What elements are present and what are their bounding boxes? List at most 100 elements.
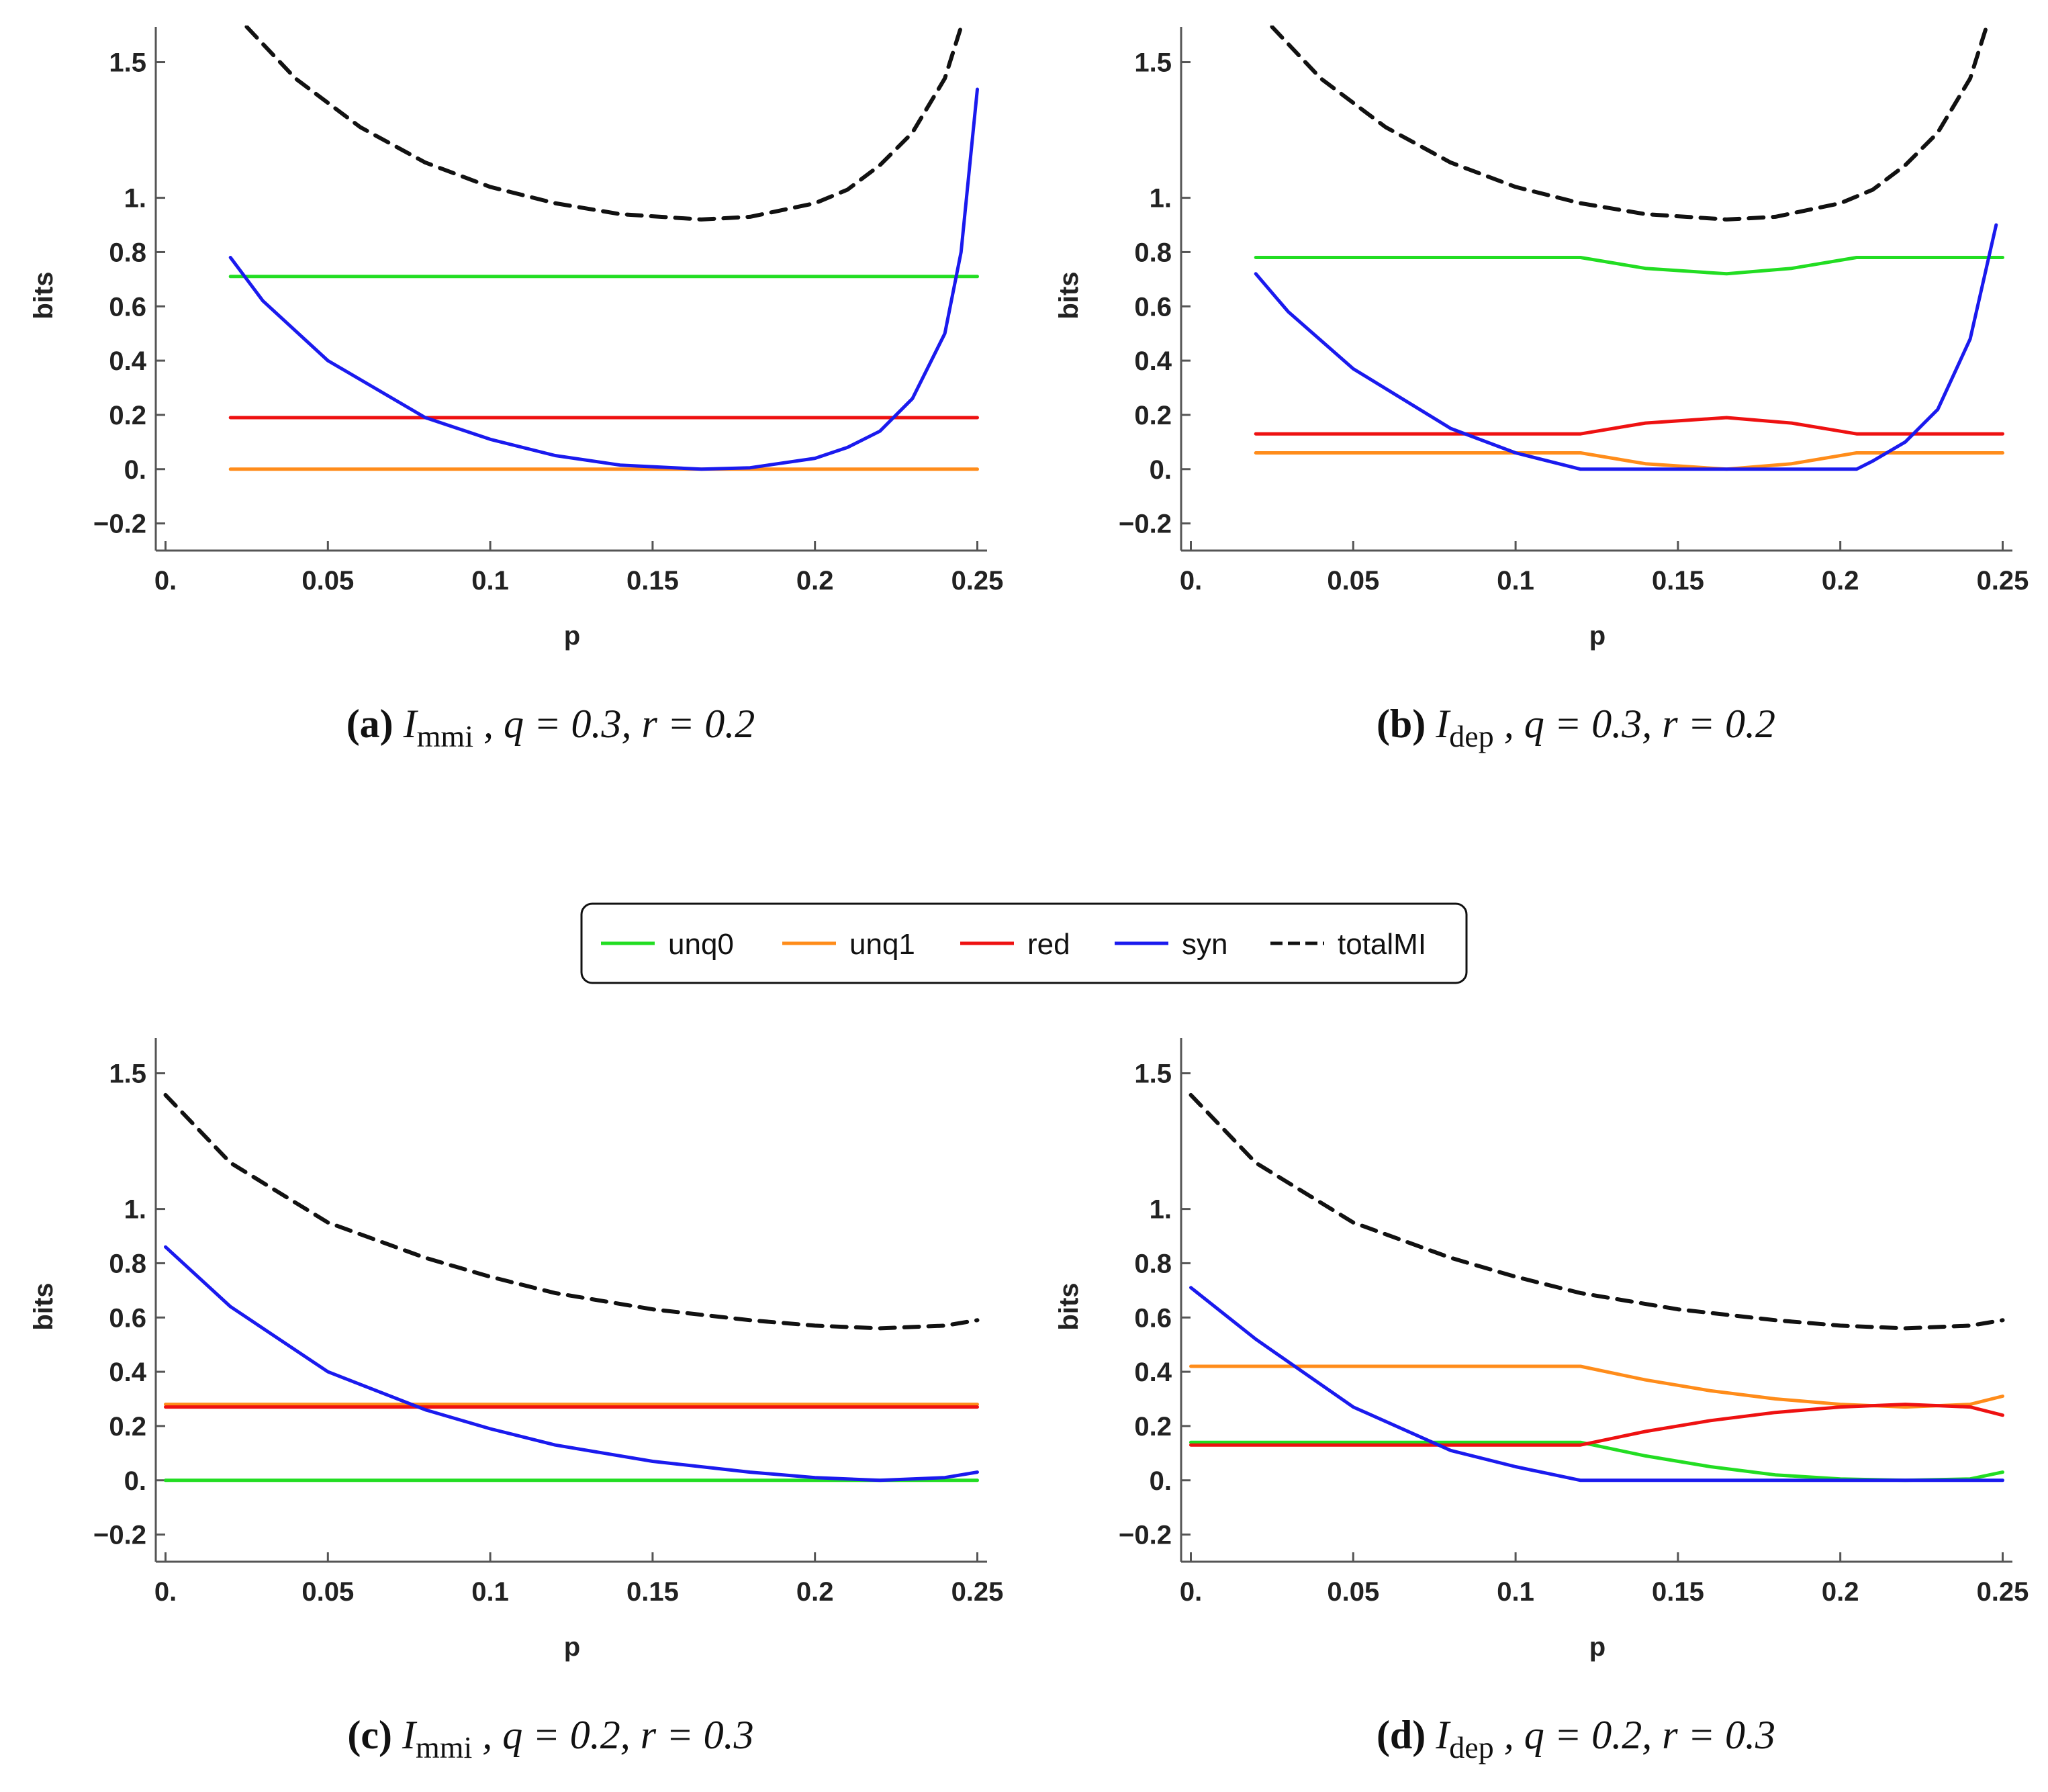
series-line-unq1 xyxy=(1189,1364,2004,1409)
caption-letter: (b) xyxy=(1377,702,1426,746)
y-tick-label: 1.5 xyxy=(109,1059,146,1089)
x-tick-label: 0.15 xyxy=(1652,566,1704,596)
y-axis-label: bits xyxy=(29,1282,58,1330)
y-tick-label: 0.4 xyxy=(1134,1358,1172,1387)
y-tick-label: 0.2 xyxy=(1134,401,1172,430)
x-tick-label: 0. xyxy=(1180,566,1202,596)
panel-caption: (a) Immi , q = 0.3, r = 0.2 xyxy=(346,702,755,753)
caption-subscript: dep xyxy=(1449,1730,1493,1764)
y-tick-label: −0.2 xyxy=(93,1521,146,1550)
y-tick-label: 1. xyxy=(124,1195,146,1225)
caption-params: , q = 0.3, r = 0.2 xyxy=(1494,702,1775,746)
x-tick-label: 0.2 xyxy=(1822,566,1859,596)
y-tick-label: 0.8 xyxy=(1134,238,1172,267)
y-tick-label: 0.6 xyxy=(109,1303,146,1333)
x-axis-label: p xyxy=(564,621,580,651)
y-tick-label: 0. xyxy=(124,455,146,485)
y-axis-label: bits xyxy=(1054,271,1084,319)
caption-letter: (a) xyxy=(346,702,393,746)
caption-space xyxy=(392,1713,402,1757)
series-line-totalMI xyxy=(163,1092,980,1331)
series-line-totalMI xyxy=(1270,26,1989,222)
legend-box xyxy=(580,902,1468,984)
series-line-red xyxy=(1189,1403,2004,1447)
caption-letter: (c) xyxy=(347,1713,392,1757)
legend-label-unq1: unq1 xyxy=(849,928,915,961)
y-tick-label: 0.2 xyxy=(1134,1412,1172,1442)
caption-measure: I xyxy=(1435,1713,1451,1757)
series-line-totalMI xyxy=(244,26,964,222)
y-tick-label: 1.5 xyxy=(1134,48,1172,78)
series-line-syn xyxy=(1254,223,1998,471)
caption-space xyxy=(393,702,404,746)
x-tick-label: 0.2 xyxy=(1822,1577,1859,1607)
x-tick-label: 0. xyxy=(1180,1577,1202,1607)
x-tick-label: 0.05 xyxy=(301,1577,354,1607)
y-tick-label: −0.2 xyxy=(1119,510,1172,539)
caption-subscript: mmi xyxy=(416,1730,472,1764)
y-tick-label: 0.6 xyxy=(1134,292,1172,322)
y-tick-label: 0.8 xyxy=(109,1249,146,1278)
y-tick-label: 0.2 xyxy=(109,1412,146,1442)
x-tick-label: 0.15 xyxy=(626,1577,679,1607)
panel-caption: (c) Immi , q = 0.2, r = 0.3 xyxy=(347,1713,753,1764)
x-tick-label: 0.1 xyxy=(1497,1577,1534,1607)
y-tick-label: 1. xyxy=(1150,184,1172,214)
y-tick-label: 0.6 xyxy=(1134,1303,1172,1333)
caption-subscript: mmi xyxy=(417,719,473,753)
x-tick-label: 0.15 xyxy=(626,566,679,596)
y-tick-label: 1.5 xyxy=(1134,1059,1172,1089)
legend-label-red: red xyxy=(1027,928,1070,961)
legend: unq0 unq1 red syn totalMI xyxy=(580,902,1468,984)
series-line-syn xyxy=(228,87,979,471)
x-tick-label: 0.25 xyxy=(951,566,1004,596)
x-tick-label: 0.05 xyxy=(1327,566,1379,596)
y-tick-label: 0.4 xyxy=(109,1358,146,1387)
y-tick-label: 0.2 xyxy=(109,401,146,430)
caption-measure: I xyxy=(402,1713,418,1757)
x-tick-label: 0.1 xyxy=(471,566,509,596)
panel-a: −0.2 0. 0.2 0.4 0.6 0.8 1. 1.5 0. 0.05 0.1 0.15 0.2 0… xyxy=(29,26,1004,753)
y-tick-label: 0.8 xyxy=(1134,1249,1172,1278)
panel-c: −0.2 0. 0.2 0.4 0.6 0.8 1. 1.5 0. 0.05 0.1 0.15 0.2 0… xyxy=(29,1038,1003,1764)
y-tick-label: 1. xyxy=(124,184,146,214)
x-tick-label: 0.2 xyxy=(796,566,834,596)
y-tick-label: 0. xyxy=(1150,455,1172,485)
caption-params: , q = 0.3, r = 0.2 xyxy=(473,702,755,746)
y-axis-label: bits xyxy=(29,271,58,319)
y-tick-label: 0.6 xyxy=(109,292,146,322)
x-tick-label: 0.05 xyxy=(301,566,354,596)
legend-label-syn: syn xyxy=(1182,928,1227,961)
caption-subscript: dep xyxy=(1449,719,1493,753)
series-line-unq0 xyxy=(1254,256,2004,276)
y-tick-label: 0. xyxy=(124,1466,146,1496)
series-line-syn xyxy=(1189,1286,2004,1482)
panel-b: −0.2 0. 0.2 0.4 0.6 0.8 1. 1.5 0. 0.05 0.1 0.15 0.2 0… xyxy=(1054,26,2029,753)
series-line-red xyxy=(1254,416,2004,436)
x-tick-label: 0. xyxy=(154,1577,177,1607)
caption-space xyxy=(1426,1713,1436,1757)
y-tick-label: −0.2 xyxy=(93,510,146,539)
x-tick-label: 0.1 xyxy=(471,1577,509,1607)
y-tick-label: 0.4 xyxy=(1134,346,1172,376)
x-tick-label: 0.15 xyxy=(1652,1577,1704,1607)
caption-measure: I xyxy=(403,702,419,746)
y-tick-label: 0.4 xyxy=(109,346,146,376)
legend-label-totalMI: totalMI xyxy=(1338,928,1426,961)
caption-params: , q = 0.2, r = 0.3 xyxy=(472,1713,753,1757)
panel-caption: (d) Idep , q = 0.2, r = 0.3 xyxy=(1377,1713,1775,1764)
y-tick-label: 0. xyxy=(1150,1466,1172,1496)
x-tick-label: 0.25 xyxy=(1977,566,2029,596)
caption-measure: I xyxy=(1435,702,1451,746)
y-tick-label: 1. xyxy=(1150,1195,1172,1225)
y-tick-label: 1.5 xyxy=(109,48,146,78)
caption-space xyxy=(1426,702,1436,746)
x-tick-label: 0. xyxy=(154,566,177,596)
x-tick-label: 0.25 xyxy=(1977,1577,2029,1607)
series-line-syn xyxy=(164,1245,979,1482)
y-tick-label: −0.2 xyxy=(1119,1521,1172,1550)
x-tick-label: 0.25 xyxy=(951,1577,1004,1607)
series-line-unq1 xyxy=(1254,451,2004,471)
caption-letter: (d) xyxy=(1377,1713,1426,1757)
